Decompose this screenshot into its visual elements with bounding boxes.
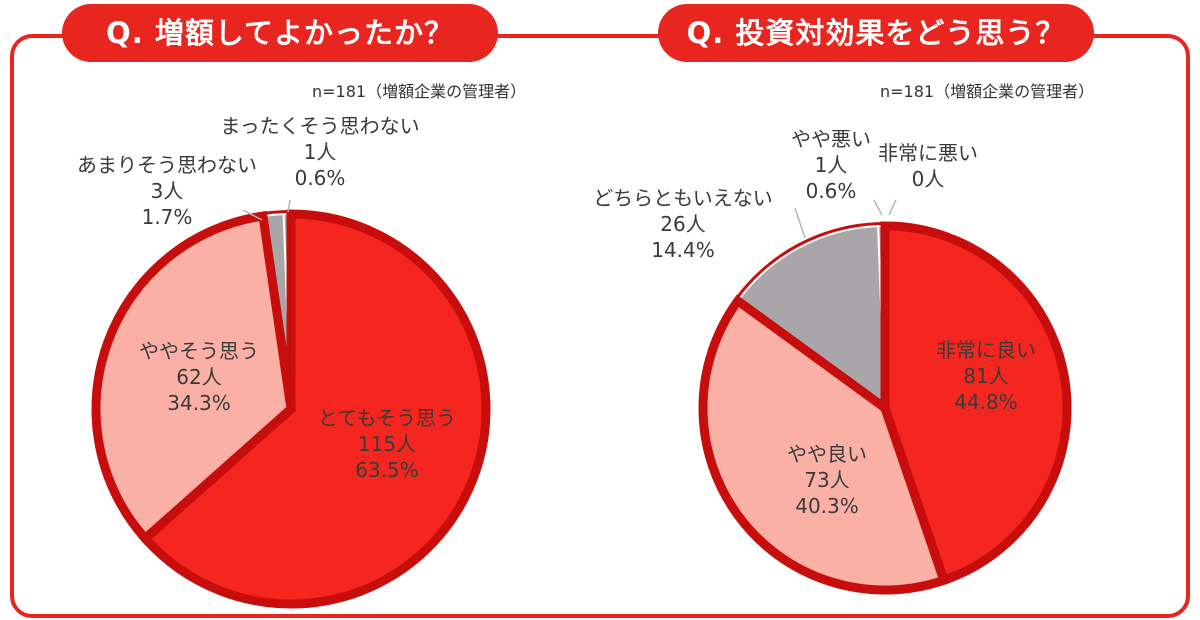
pie-2-label-1-label: 非常に良い <box>936 338 1036 362</box>
pie-2-label-4-percent: 0.6% <box>806 179 857 203</box>
pie-2-label-1: 非常に良い 81人 44.8% <box>936 338 1036 414</box>
pie-2-slice-1-highlight <box>880 221 1072 586</box>
pie-2-label-2: やや良い 73人 40.3% <box>787 442 867 518</box>
pie-2-label-1-count: 81人 <box>963 364 1008 388</box>
pie-1-leader-3 <box>242 209 263 221</box>
pie-2-label-1-percent: 44.8% <box>954 390 1018 414</box>
sample-note-1: n=181（増額企業の管理者） <box>312 82 527 101</box>
pie-2-leader-5 <box>888 199 897 216</box>
pie-1-label-3-label: あまりそう思わない <box>77 153 257 177</box>
pie-1-label-3-percent: 1.7% <box>142 205 193 229</box>
pie-2-leader-4 <box>873 199 883 216</box>
question-badge-1: Q. 増額してよかったか？ <box>62 4 498 62</box>
pie-1-label-3-count: 3人 <box>151 179 184 203</box>
pie-1-label-2-label: ややそう思う <box>139 339 259 363</box>
pie-2-label-2-percent: 40.3% <box>795 494 859 518</box>
pie-2-label-5: 非常に悪い 0人 <box>878 141 978 191</box>
pie-1-label-2: ややそう思う 62人 34.3% <box>139 339 259 415</box>
pie-1-label-4-count: 1人 <box>304 140 337 164</box>
pie-2-label-2-label: やや良い <box>787 442 867 466</box>
question-badge-2: Q. 投資対効果をどう思う？ <box>658 4 1094 62</box>
pie-1-label-2-percent: 34.3% <box>167 391 231 415</box>
pie-2-leader-3 <box>794 207 806 239</box>
pie-2-label-3-label: どちらともいえない <box>593 186 773 210</box>
pie-2-label-4: やや悪い 1人 0.6% <box>791 127 871 203</box>
pie-2-label-4-label: やや悪い <box>791 127 871 151</box>
pie-1-slice-2-highlight <box>91 210 296 545</box>
pie-2-label-3: どちらともいえない 26人 14.4% <box>593 186 773 262</box>
pie-2-label-2-count: 73人 <box>804 468 849 492</box>
pie-1-label-4: まったくそう思わない 1人 0.6% <box>220 114 419 190</box>
pie-2-slice-3 <box>736 225 887 411</box>
pie-1-label-4-label: まったくそう思わない <box>220 114 419 138</box>
pie-1-label-1: とてもそう思う 115人 63.5% <box>318 406 456 482</box>
pie-1-label-1-label: とてもそう思う <box>318 406 456 430</box>
pie-1-leader-4 <box>287 199 291 213</box>
pie-1-label-1-percent: 63.5% <box>355 458 419 482</box>
pie-2-label-3-count: 26人 <box>660 212 705 236</box>
pie-2-label-5-count: 0人 <box>912 167 945 191</box>
pie-2-label-5-label: 非常に悪い <box>878 141 978 165</box>
pie-1-slice-1-highlight <box>138 209 491 609</box>
pie-1-label-2-count: 62人 <box>176 365 221 389</box>
pie-1-label-4-percent: 0.6% <box>295 166 346 190</box>
pie-2-slice-2-highlight <box>698 294 950 595</box>
pie-2-label-3-percent: 14.4% <box>651 238 715 262</box>
sample-note-2: n=181（増額企業の管理者） <box>880 82 1095 101</box>
pie-1-label-3: あまりそう思わない 3人 1.7% <box>77 153 257 229</box>
pie-2-label-4-count: 1人 <box>815 153 848 177</box>
pie-1-label-1-count: 115人 <box>358 432 416 456</box>
